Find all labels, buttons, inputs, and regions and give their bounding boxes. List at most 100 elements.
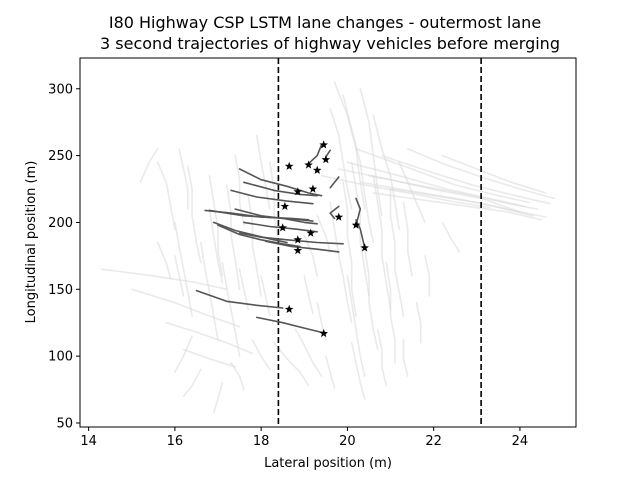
x-axis-label: Lateral position (m) [264,456,392,471]
background-trajectory [385,261,396,364]
merging-trajectory [238,168,323,197]
merging-trajectory [355,197,362,226]
background-trajectory [273,341,310,387]
merging-trajectory [243,181,319,197]
background-trajectory [303,235,319,277]
y-tick-label: 100 [48,350,73,365]
background-trajectory [221,261,241,357]
background-trajectory [156,161,176,230]
merging-trajectory [307,144,323,165]
background-trajectory [381,154,551,205]
background-trajectory [402,339,409,378]
merging-trajectory [255,316,327,335]
x-tick-label: 20 [339,434,356,449]
y-tick-label: 300 [48,82,73,97]
endpoint-star-marker [306,228,315,237]
x-axis: 14 16 18 20 22 24 [80,427,528,449]
background-trajectory [212,382,224,414]
background-trajectory [424,255,431,297]
endpoint-star-marker [293,187,303,196]
merging-trajectory [204,209,310,221]
background-trajectory [441,154,547,194]
background-trajectory [415,301,422,344]
background-trajectory [337,168,521,213]
background-trajectory [346,275,366,378]
x-tick-label: 24 [512,434,529,449]
background-trajectory [131,288,241,328]
background-trajectory [251,339,271,371]
background-trajectory [238,268,249,311]
background-trajectory [178,148,189,210]
endpoint-star-marker [319,328,328,338]
background-trajectory [165,321,254,355]
background-trajectory [174,255,185,297]
background-trajectory [182,348,237,368]
y-tick-label: 150 [48,283,73,298]
merging-trajectory [234,208,319,225]
y-tick-label: 250 [48,149,73,164]
background-trajectory [320,174,491,209]
background-trajectory [208,174,224,277]
merging-trajectory [355,219,366,249]
background-trajectory [342,94,375,244]
x-tick-label: 18 [253,434,270,449]
endpoint-star-marker [360,243,369,252]
merging-trajectory [217,224,301,248]
endpoint-star-marker [308,184,318,193]
endpoint-star-marker [319,140,328,149]
background-trajectory [406,148,556,200]
background-trajectory [182,368,202,398]
endpoint-star-marker [284,304,294,313]
merging-trajectory [329,205,340,220]
background-trajectory [174,221,193,317]
background-trajectory [225,184,241,291]
x-tick-label: 16 [167,434,184,449]
endpoint-star-marker [278,223,287,232]
background-trajectory [303,275,314,315]
background-trajectory [316,215,332,253]
y-tick-label: 50 [56,416,73,431]
background-trajectory [174,335,193,374]
background-trajectory [255,134,271,210]
background-trajectory [187,165,202,264]
background-trajectory [324,355,336,390]
background-trajectory [359,181,534,217]
endpoint-star-marker [304,160,313,169]
background-trajectory [333,81,366,210]
merging-trajectory [329,176,340,189]
background-trajectory [355,148,530,204]
background-trajectory [329,201,353,324]
chart-title-line1: I80 Highway CSP LSTM lane changes - oute… [109,13,541,32]
background-trajectory [372,114,401,230]
x-tick-label: 22 [425,434,442,449]
merging-trajectory [230,189,314,205]
background-trajectory [441,221,461,253]
chart-title-line2: 3 second trajectories of highway vehicle… [100,34,560,53]
merging-trajectory [238,232,344,245]
background-trajectory [342,181,357,317]
y-tick-label: 200 [48,216,73,231]
background-trajectory [372,174,392,311]
background-trajectory [100,268,228,291]
background-trajectory [346,161,526,208]
background-trajectory [389,188,405,317]
y-axis: 50 100 150 200 250 300 [48,82,80,431]
background-trajectory [372,192,543,221]
background-trajectory [363,248,379,351]
endpoint-star-marker [334,212,344,221]
background-trajectory [350,341,366,400]
background-trajectory [260,275,271,317]
merging-trajectory [195,289,284,309]
background-trajectory [268,161,280,244]
background-trajectory [156,241,172,280]
background-trajectory [247,194,262,297]
endpoint-star-marker [321,155,331,164]
plot-area [100,58,556,427]
background-trajectory [376,328,388,387]
endpoint-star-marker [293,246,303,255]
background-trajectory [139,148,159,184]
background-trajectory [294,328,323,378]
x-tick-label: 14 [80,434,97,449]
merging-trajectory [264,240,340,253]
